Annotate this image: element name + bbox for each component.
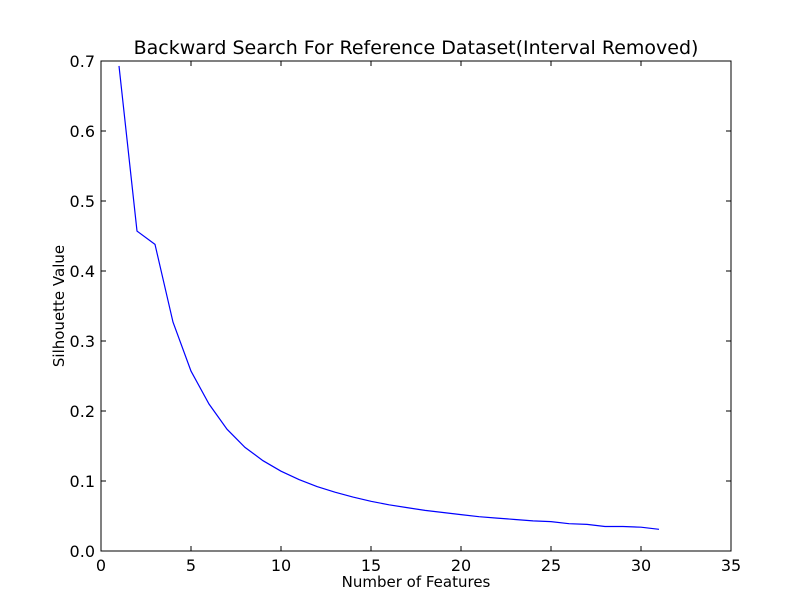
x-tick-label: 30: [631, 556, 651, 575]
y-tick-label: 0.2: [70, 402, 95, 421]
y-tick-label: 0.4: [70, 262, 95, 281]
x-tick-label: 10: [271, 556, 291, 575]
x-tick-label: 5: [186, 556, 196, 575]
x-tick-label: 15: [361, 556, 381, 575]
x-axis-label: Number of Features: [342, 573, 491, 591]
y-tick-label: 0.5: [70, 192, 95, 211]
x-tick-label: 0: [96, 556, 106, 575]
x-tick-label: 35: [721, 556, 741, 575]
y-axis-label: Silhouette Value: [50, 245, 68, 367]
x-tick-label: 20: [451, 556, 471, 575]
y-tick-label: 0.3: [70, 332, 95, 351]
y-tick-label: 0.7: [70, 52, 95, 71]
y-tick-label: 0.6: [70, 122, 95, 141]
series-line: [118, 65, 660, 530]
y-tick-label: 0.0: [70, 542, 95, 561]
plot-frame: [100, 60, 732, 552]
x-tick-label: 25: [541, 556, 561, 575]
tick-labels: 0 5 10 15 20 25 30 35 0.0 0.1 0.2 0.3 0.4 0.5 0.6 0.7: [70, 52, 742, 575]
chart-title: Backward Search For Reference Dataset(In…: [134, 37, 699, 59]
y-tick-label: 0.1: [70, 472, 95, 491]
